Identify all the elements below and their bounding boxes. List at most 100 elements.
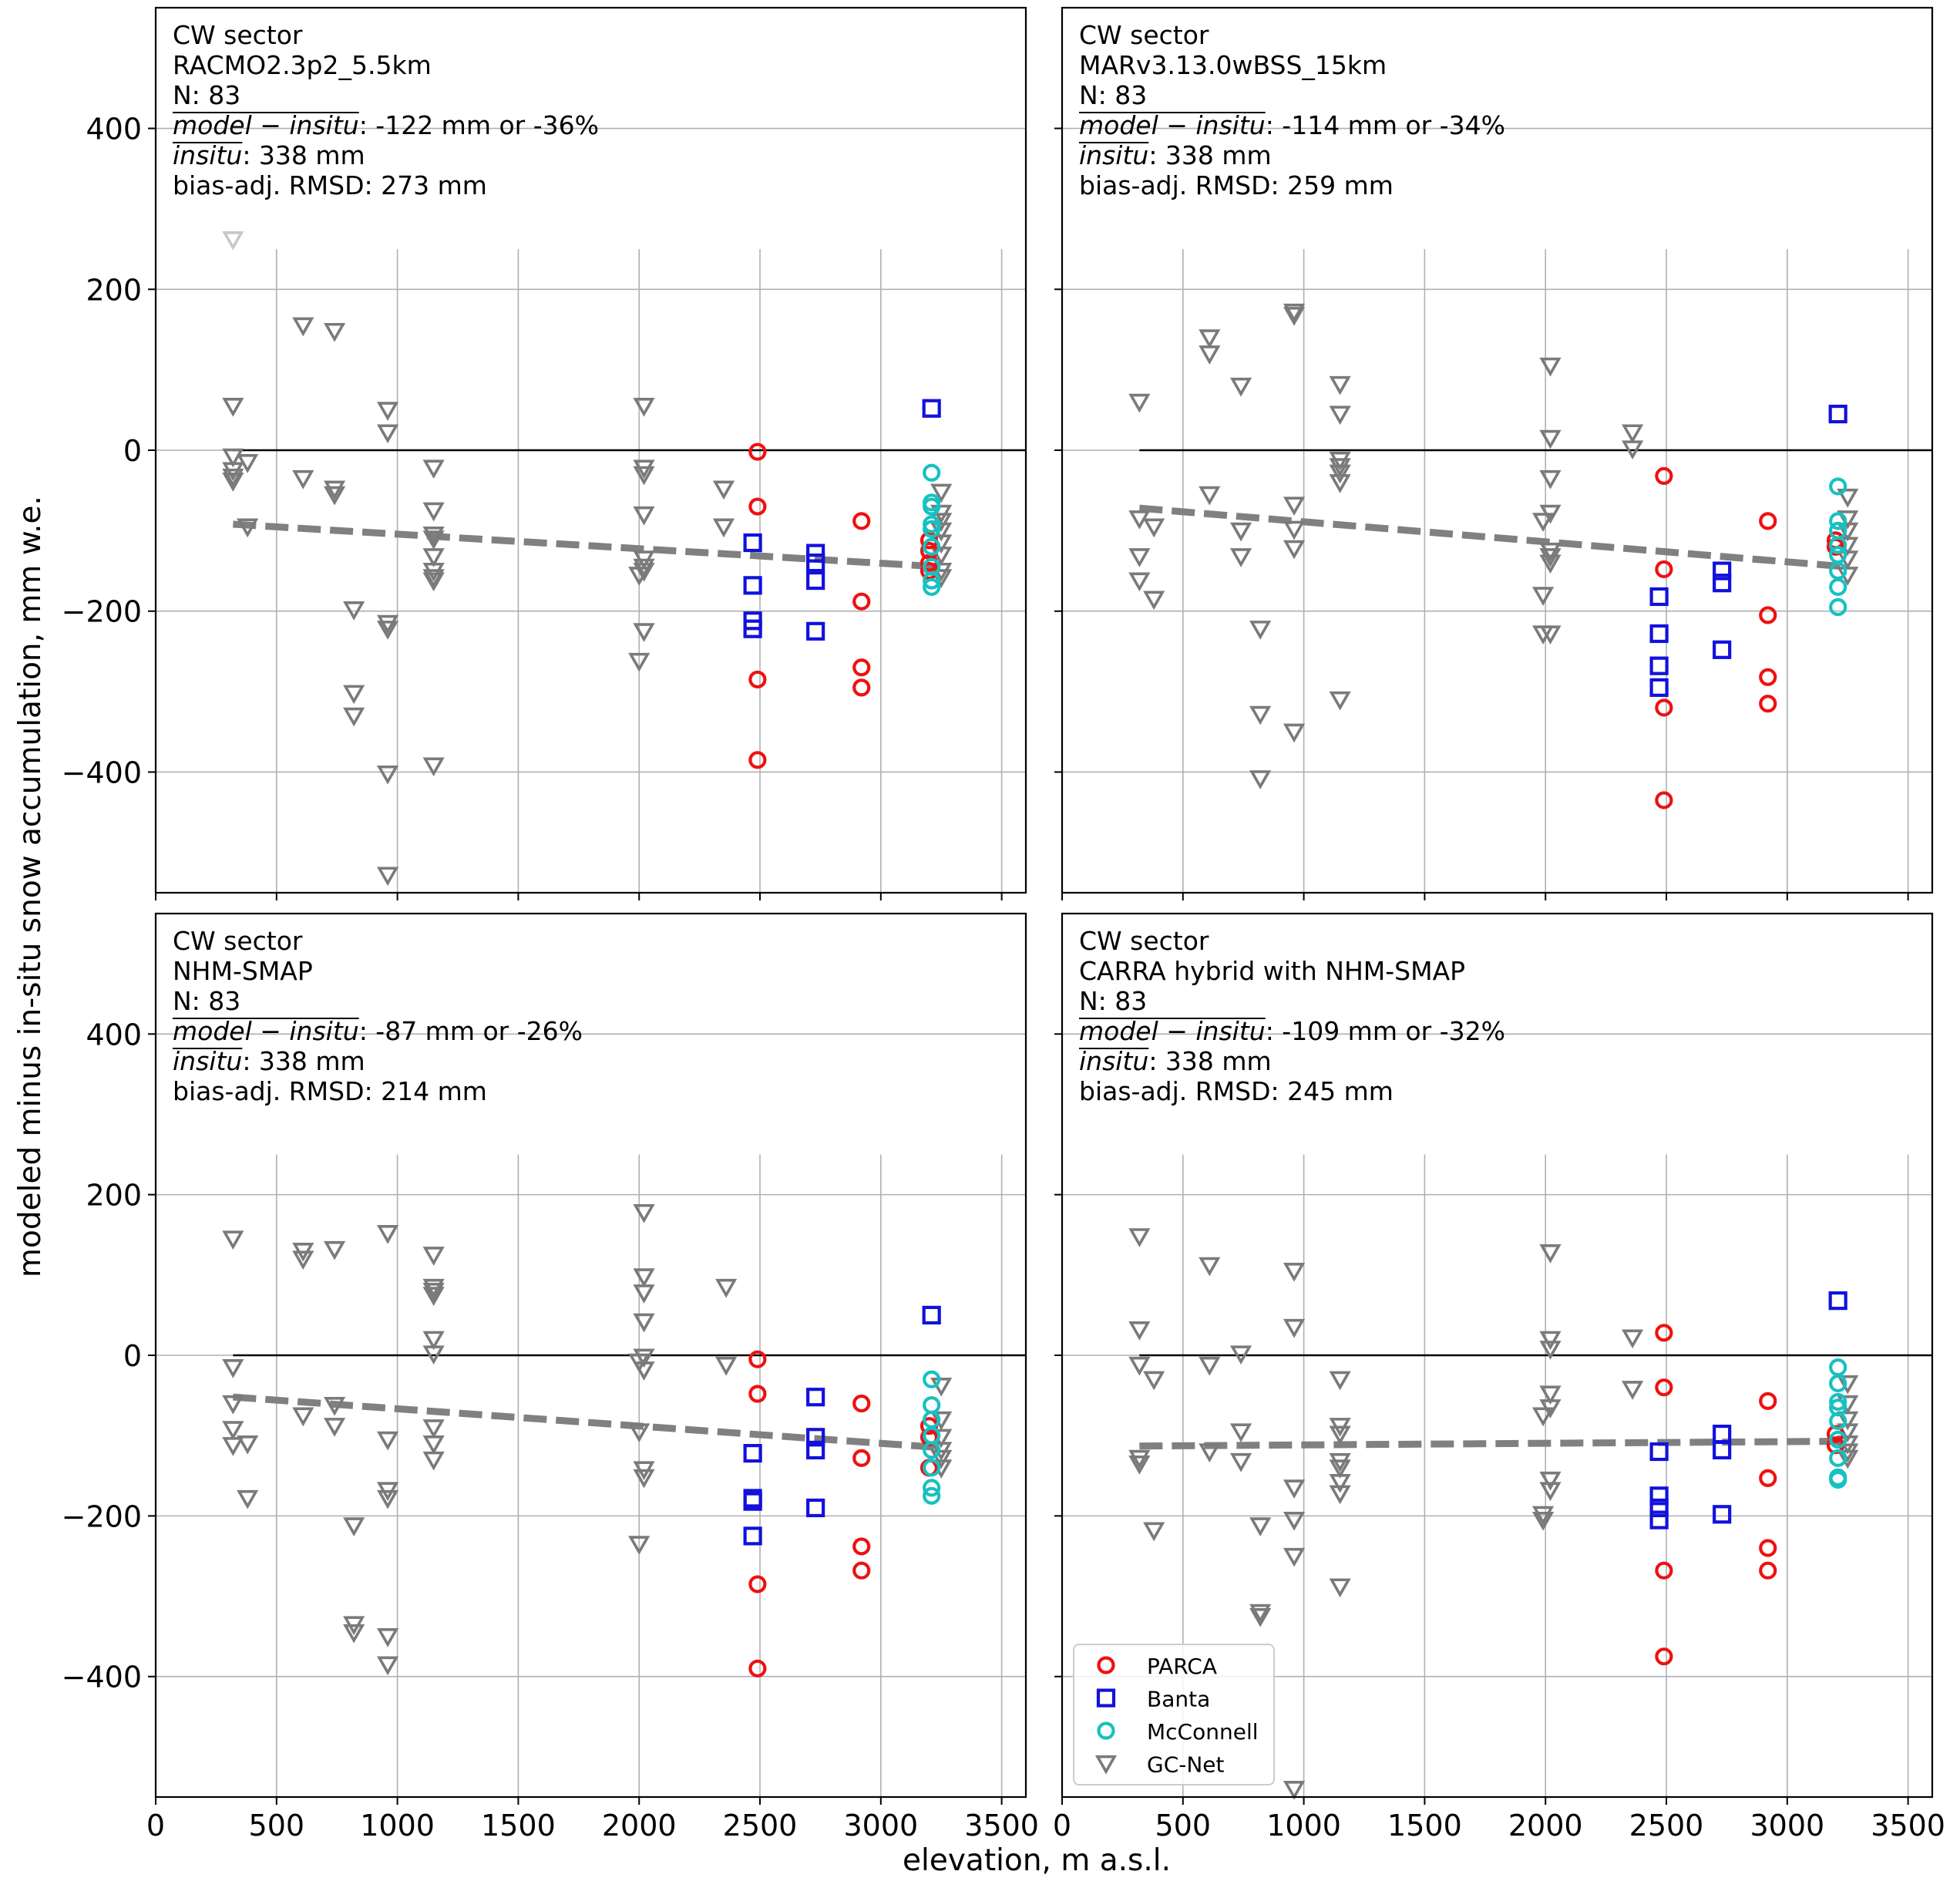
mean-difference-value: : -122 mm or -36%: [359, 110, 599, 140]
data-point: [748, 1385, 767, 1403]
data-point: [923, 1459, 941, 1477]
data-point: [1655, 1324, 1673, 1342]
panel-sector: CW sector: [173, 20, 303, 50]
data-point: [1143, 1522, 1165, 1542]
data-point: [323, 1240, 346, 1260]
data-point: [1329, 406, 1351, 426]
data-point: [1229, 377, 1252, 397]
data-point: [1229, 1423, 1252, 1443]
data-point: [628, 1423, 651, 1443]
data-point: [1829, 597, 1847, 617]
data-point: [1283, 496, 1306, 517]
data-point: [1759, 668, 1777, 686]
legend-label: GC-Net: [1147, 1752, 1225, 1778]
data-point: [1329, 464, 1351, 484]
data-point: [930, 547, 953, 566]
data-point: [1229, 522, 1252, 542]
panel-mean-difference: model − insitu: -114 mm or -34%: [1079, 110, 1505, 140]
data-point: [1199, 486, 1221, 506]
x-tick-label: 0: [1053, 1809, 1071, 1843]
data-point: [1531, 1511, 1555, 1531]
data-point: [712, 480, 735, 500]
data-point: [715, 1278, 738, 1298]
data-point: [1229, 1345, 1252, 1365]
data-point: [323, 486, 346, 506]
series-banta: [743, 1305, 941, 1546]
data-point: [1713, 640, 1732, 659]
mean-difference-label: model − insitu: [173, 1016, 359, 1046]
data-point: [422, 1451, 445, 1471]
y-tick-label: 0: [123, 1339, 142, 1373]
data-point: [923, 1479, 941, 1497]
data-point: [1655, 466, 1673, 485]
data-point: [923, 1395, 941, 1415]
panel-mean-difference: model − insitu: -122 mm or -36%: [173, 110, 599, 140]
data-point: [422, 1331, 445, 1351]
y-tick-label: 200: [86, 1179, 142, 1213]
x-tick-label: 0: [146, 1809, 165, 1843]
data-point: [1649, 1486, 1669, 1506]
data-point: [1655, 791, 1673, 809]
series-parca: [748, 1350, 939, 1678]
data-point: [422, 502, 445, 522]
data-point: [748, 1350, 767, 1368]
y-tick-label: −200: [62, 595, 142, 629]
panel-sector: CW sector: [1079, 20, 1209, 50]
data-point: [806, 1388, 825, 1407]
data-point: [1539, 1341, 1562, 1360]
data-point: [422, 459, 445, 480]
data-point: [923, 577, 941, 597]
data-point: [1283, 540, 1306, 560]
insitu-mean-label: insitu: [173, 140, 242, 170]
x-tick-label: 2000: [602, 1809, 677, 1843]
data-point: [1649, 656, 1669, 675]
data-point: [1759, 1469, 1777, 1487]
data-point: [923, 1441, 941, 1459]
data-point: [1713, 1440, 1732, 1460]
data-point: [1329, 474, 1351, 493]
x-tick-label: 500: [249, 1809, 305, 1843]
data-point: [628, 1353, 651, 1373]
data-point: [1143, 591, 1165, 611]
panel-4: 0 500 1000 1500 2000 2500 3000 3500 CW sectorCAR…: [1053, 912, 1945, 1843]
data-point: [1759, 1392, 1777, 1410]
data-point: [1531, 1506, 1555, 1526]
data-point: [1622, 1329, 1644, 1349]
data-point: [923, 497, 941, 516]
data-point: [292, 317, 314, 337]
data-point: [1829, 512, 1847, 530]
data-point: [1539, 542, 1562, 562]
data-point: [633, 506, 655, 526]
data-point: [1655, 1561, 1673, 1580]
data-point: [1329, 1459, 1351, 1479]
y-tick-label: 0: [123, 434, 142, 468]
legend-marker: [1097, 1656, 1115, 1674]
data-point: [930, 483, 953, 503]
data-point: [1249, 770, 1272, 789]
legend-label: PARCA: [1147, 1654, 1217, 1679]
data-point: [343, 685, 365, 705]
data-point: [422, 1435, 445, 1455]
data-point: [633, 466, 655, 486]
data-point: [1199, 345, 1221, 365]
data-point: [806, 1440, 825, 1460]
panel-mean-difference: model − insitu: -109 mm or -32%: [1079, 1016, 1505, 1046]
data-point: [930, 1411, 953, 1431]
data-point: [1649, 587, 1669, 607]
data-point: [1199, 1257, 1221, 1277]
series-parca: [1655, 466, 1845, 809]
insitu-mean-value: : 338 mm: [1148, 140, 1271, 170]
data-point: [222, 397, 244, 417]
legend-box: [1073, 1644, 1275, 1785]
x-tick-label: 2000: [1508, 1809, 1583, 1843]
data-point: [1829, 1358, 1847, 1377]
data-point: [1649, 1510, 1669, 1530]
data-point: [922, 399, 941, 418]
outlier-point: [222, 231, 244, 251]
data-point: [748, 751, 767, 769]
y-tick-label: −200: [62, 1499, 142, 1533]
data-point: [748, 670, 767, 689]
data-point: [1283, 307, 1306, 326]
data-point: [1828, 404, 1847, 424]
